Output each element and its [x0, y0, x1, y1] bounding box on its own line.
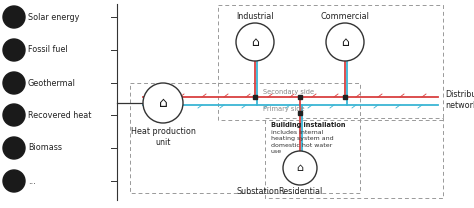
Text: Recovered heat: Recovered heat — [28, 110, 91, 120]
Text: Industrial: Industrial — [236, 12, 274, 21]
Text: Building installation: Building installation — [271, 122, 346, 128]
Text: Substation: Substation — [237, 187, 280, 196]
Circle shape — [3, 39, 25, 61]
Circle shape — [236, 23, 274, 61]
Circle shape — [143, 83, 183, 123]
Text: ⌂: ⌂ — [159, 96, 167, 110]
Text: Biomass: Biomass — [28, 144, 62, 152]
Text: Fossil fuel: Fossil fuel — [28, 46, 68, 54]
Text: Distribution
network: Distribution network — [445, 90, 474, 110]
Text: Primary side: Primary side — [263, 106, 305, 112]
Text: ⌂: ⌂ — [296, 163, 303, 173]
Text: ...: ... — [28, 177, 36, 186]
Circle shape — [3, 6, 25, 28]
Circle shape — [3, 72, 25, 94]
Bar — [343, 95, 347, 99]
Text: Commercial: Commercial — [320, 12, 369, 21]
Text: Secondary side: Secondary side — [263, 89, 314, 95]
Bar — [130, 83, 360, 193]
Circle shape — [326, 23, 364, 61]
Text: Geothermal: Geothermal — [28, 78, 76, 88]
Text: includes internal
heating system and
domestic hot water
use: includes internal heating system and dom… — [271, 130, 334, 154]
Text: Residential: Residential — [278, 187, 322, 196]
Circle shape — [3, 104, 25, 126]
Circle shape — [283, 151, 317, 185]
Bar — [218, 5, 443, 120]
Bar — [298, 111, 302, 115]
Circle shape — [3, 170, 25, 192]
Text: Solar energy: Solar energy — [28, 12, 79, 21]
Text: ⌂: ⌂ — [251, 36, 259, 48]
Bar — [265, 118, 443, 198]
Text: Heat production
unit: Heat production unit — [130, 127, 195, 147]
Circle shape — [3, 137, 25, 159]
Text: ⌂: ⌂ — [341, 36, 349, 48]
Bar — [298, 95, 302, 99]
Bar — [253, 95, 257, 99]
